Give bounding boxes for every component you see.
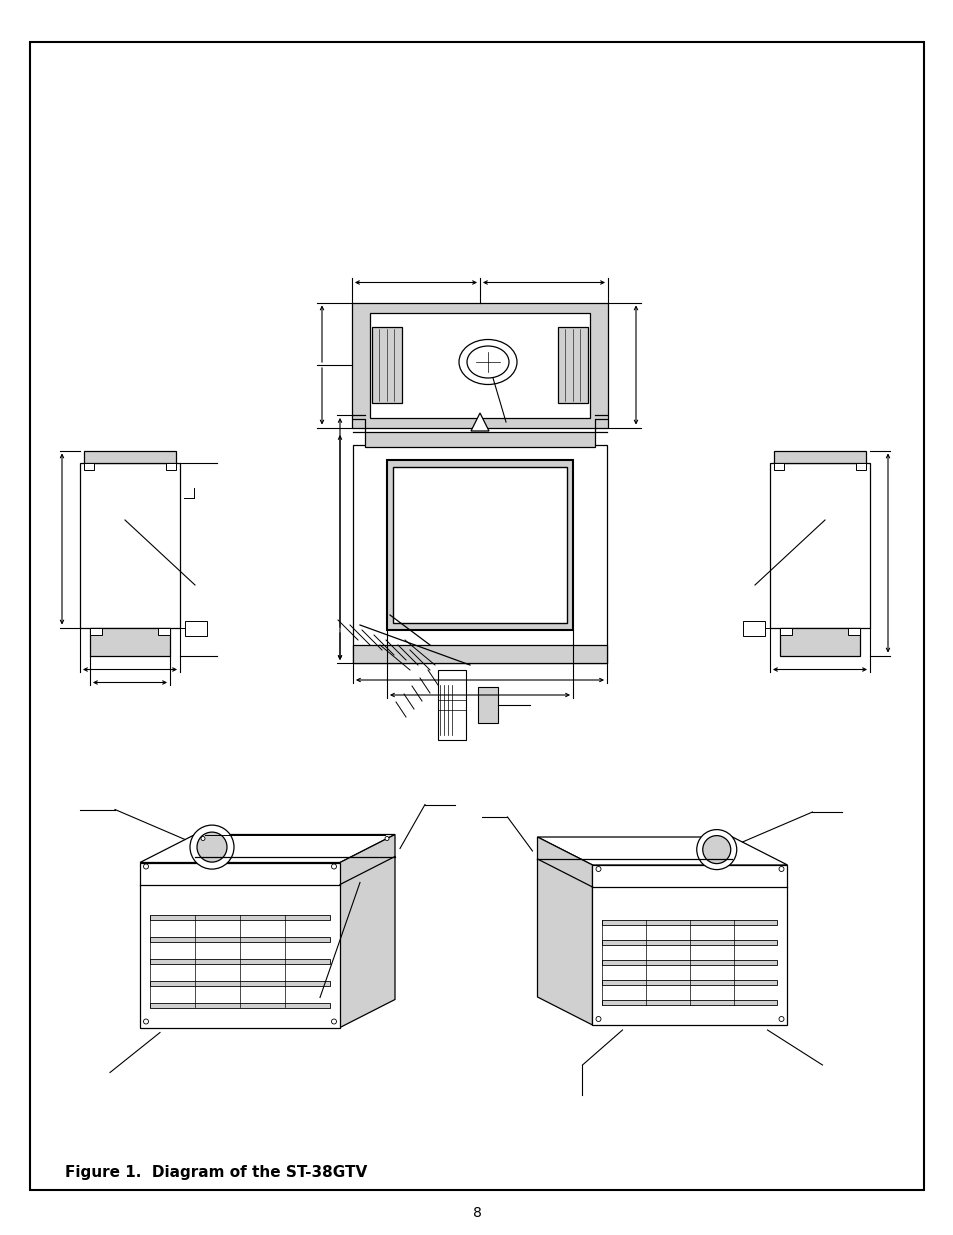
Bar [558, 327, 587, 403]
Ellipse shape [458, 340, 517, 384]
Circle shape [331, 1019, 336, 1024]
Bar [150, 981, 330, 986]
Bar [150, 958, 330, 963]
Bar [90, 627, 102, 635]
Circle shape [696, 830, 736, 869]
Polygon shape [537, 837, 786, 864]
Bar [773, 451, 865, 462]
Bar [602, 940, 777, 945]
Circle shape [143, 864, 149, 869]
Circle shape [596, 1016, 600, 1021]
Text: Figure 1.  Diagram of the ST-38GTV: Figure 1. Diagram of the ST-38GTV [65, 1165, 367, 1179]
Bar [847, 627, 859, 635]
Circle shape [385, 836, 389, 841]
Bar [370, 312, 589, 417]
Circle shape [779, 867, 783, 872]
Bar [602, 981, 777, 986]
Bar [780, 627, 859, 656]
Text: 8: 8 [472, 1207, 481, 1220]
Bar [150, 914, 330, 920]
Bar [602, 1000, 777, 1005]
Bar [84, 462, 94, 469]
Bar [592, 864, 786, 1025]
Bar [352, 303, 607, 427]
Circle shape [201, 836, 205, 841]
Bar [166, 462, 175, 469]
Bar [158, 627, 170, 635]
Bar [769, 462, 869, 627]
Bar [185, 620, 207, 636]
Bar [150, 1003, 330, 1008]
Bar [150, 936, 330, 941]
Polygon shape [140, 835, 395, 862]
Circle shape [596, 867, 600, 872]
Bar [477, 687, 497, 722]
Bar [437, 671, 465, 740]
Bar [780, 627, 791, 635]
Polygon shape [537, 837, 592, 1025]
Circle shape [190, 825, 233, 869]
Bar [353, 645, 606, 663]
Bar [855, 462, 865, 469]
Polygon shape [471, 412, 489, 431]
Bar [393, 467, 566, 622]
Bar [90, 627, 170, 656]
Circle shape [331, 864, 336, 869]
Bar [602, 920, 777, 925]
Bar [742, 620, 764, 636]
Circle shape [196, 832, 227, 862]
Circle shape [143, 1019, 149, 1024]
Bar [80, 462, 180, 627]
Bar [773, 462, 783, 469]
Bar [372, 327, 401, 403]
Circle shape [779, 1016, 783, 1021]
Polygon shape [339, 835, 395, 1028]
Bar [602, 960, 777, 965]
Ellipse shape [467, 346, 509, 378]
Circle shape [702, 836, 730, 863]
Bar [387, 459, 573, 630]
Bar [140, 862, 339, 1028]
Bar [353, 445, 606, 663]
Bar [365, 432, 595, 447]
Bar [84, 451, 175, 462]
